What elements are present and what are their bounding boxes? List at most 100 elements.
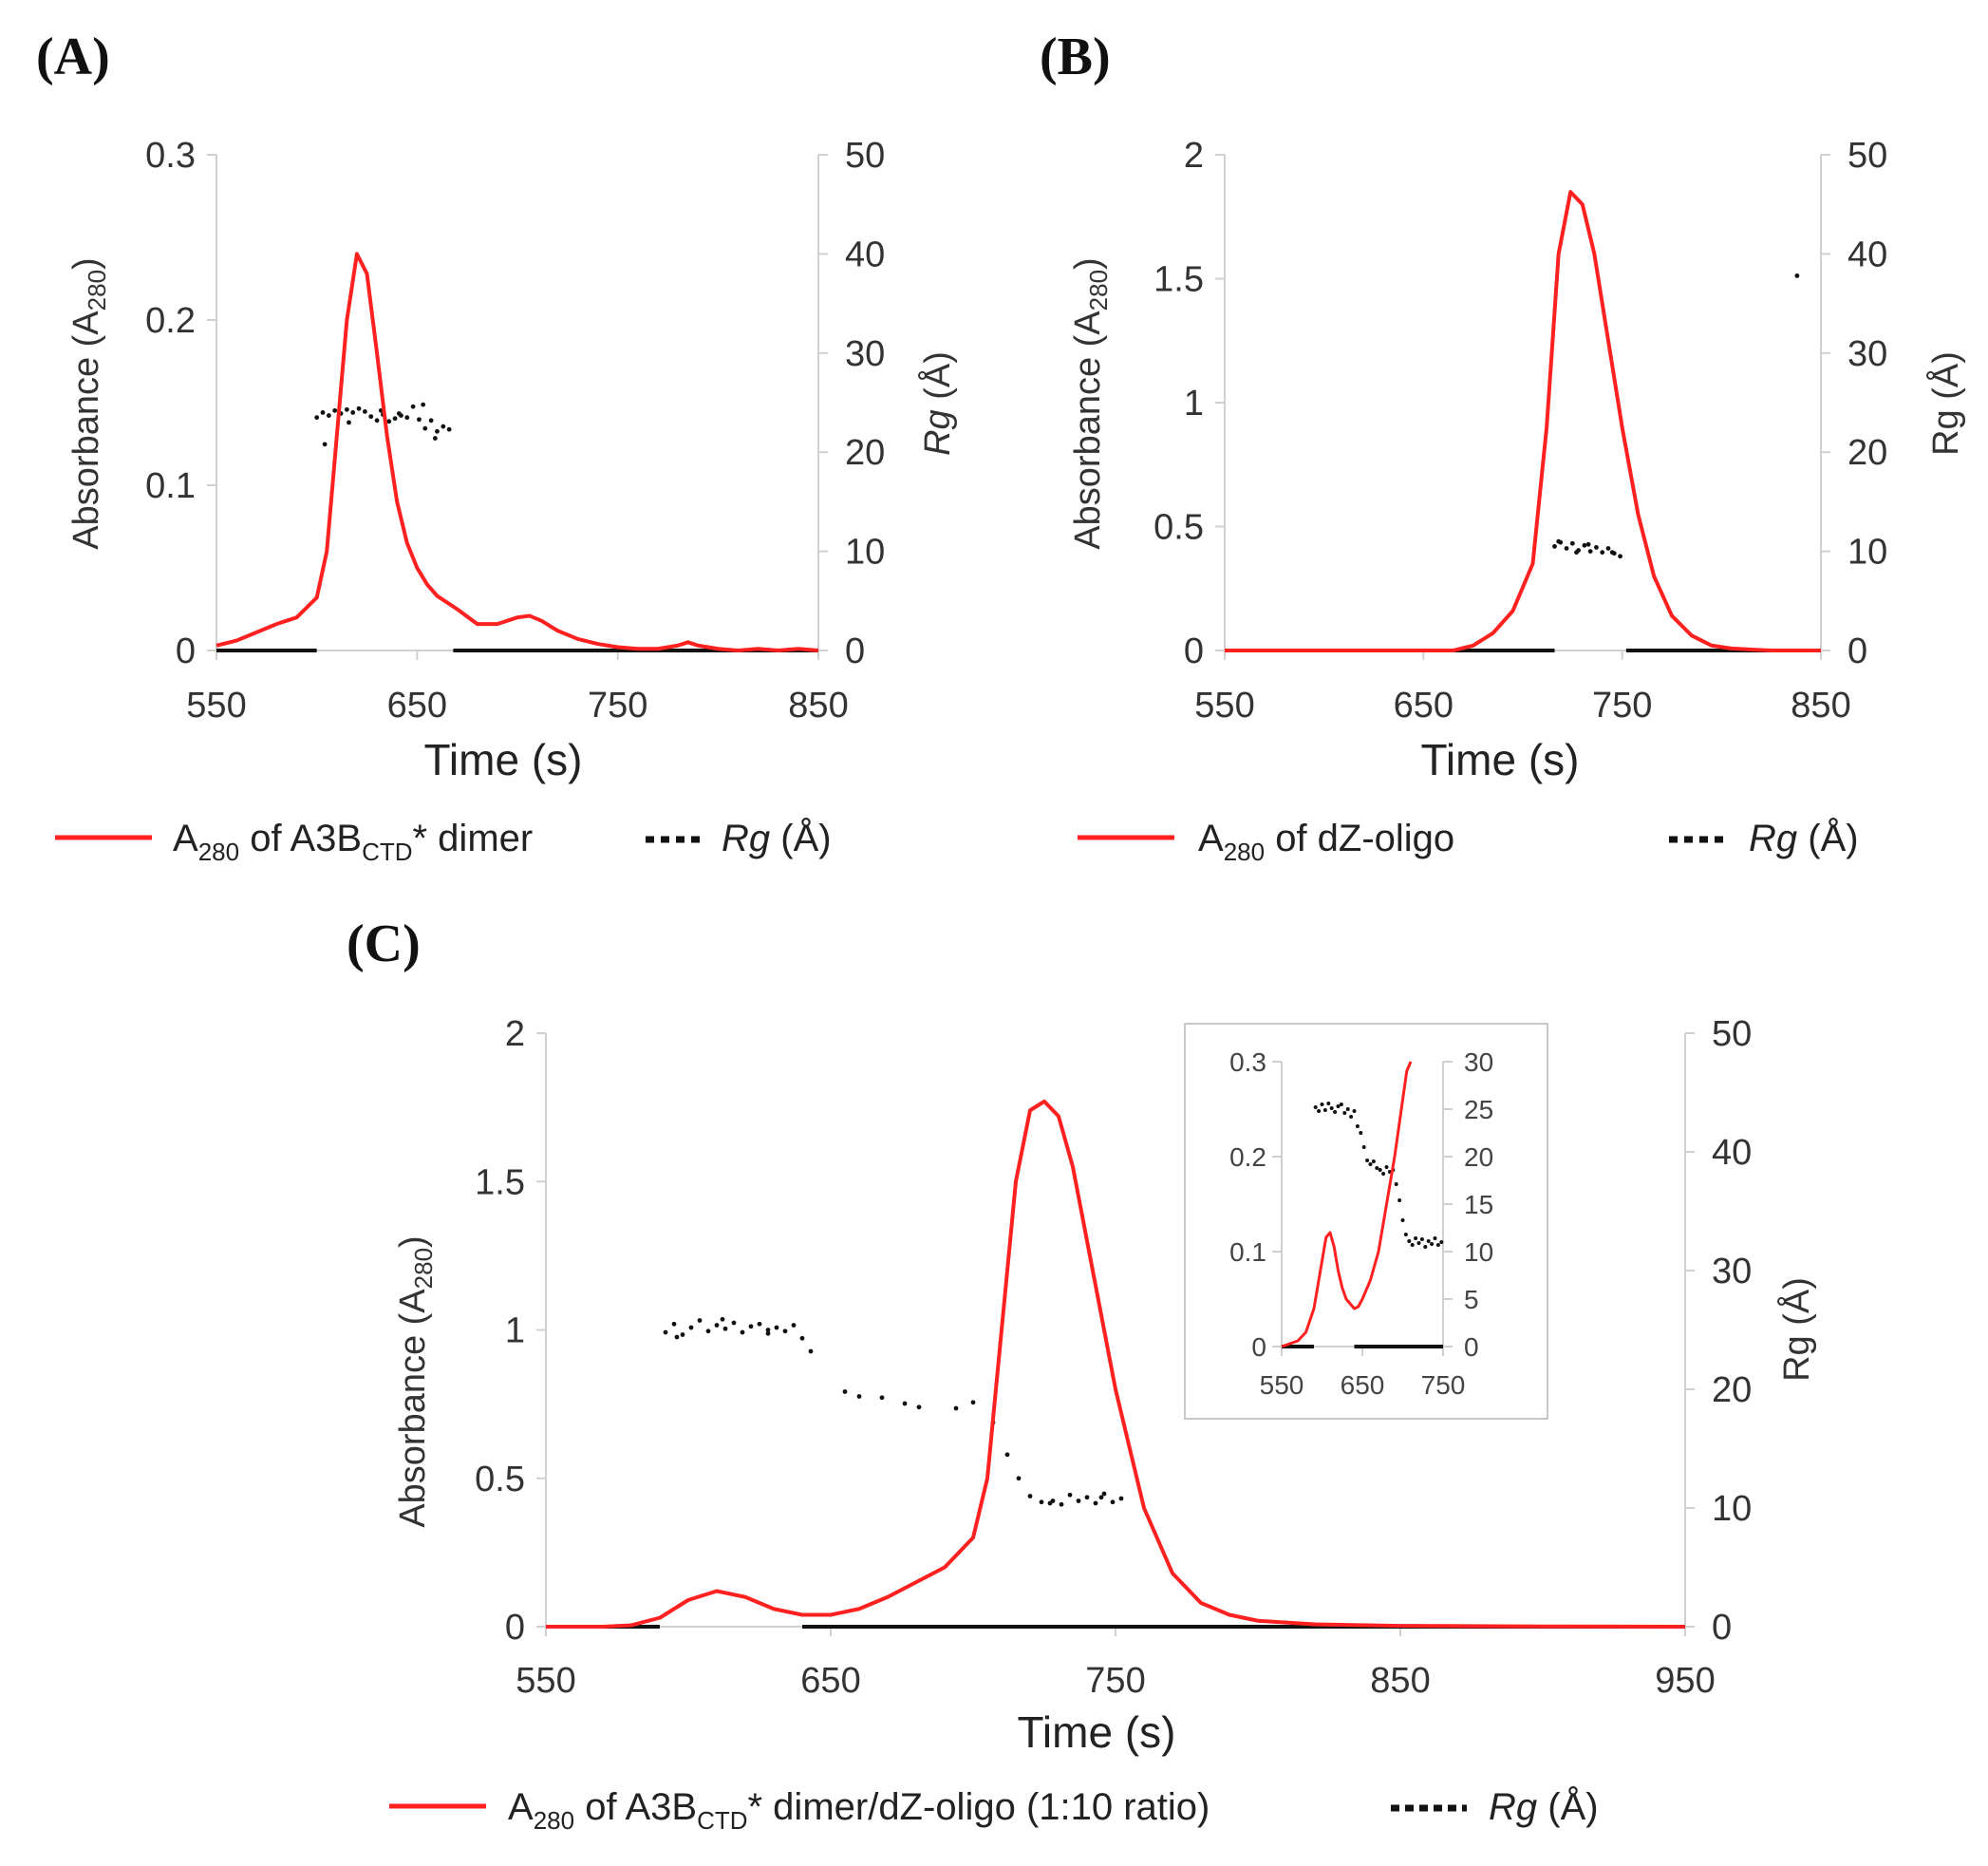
rg-point bbox=[344, 406, 349, 412]
y-tick-label: 0 bbox=[1251, 1332, 1266, 1362]
rg-point bbox=[1098, 1495, 1104, 1500]
x-tick-label: 650 bbox=[1341, 1370, 1385, 1400]
y-tick-label: 0.5 bbox=[1153, 508, 1204, 548]
rg-point bbox=[1552, 543, 1557, 549]
rg-point bbox=[720, 1316, 725, 1322]
rg-point bbox=[1569, 540, 1575, 546]
y2-tick-label: 40 bbox=[845, 235, 885, 274]
y-tick-label: 0.1 bbox=[1229, 1237, 1266, 1267]
panel-c-y2-title: Rg (Å) bbox=[1775, 1277, 1817, 1382]
y-tick-label: 1.5 bbox=[475, 1162, 525, 1202]
rg-point bbox=[1403, 1233, 1408, 1236]
rg-point bbox=[1426, 1239, 1431, 1243]
rg-point bbox=[1076, 1498, 1081, 1503]
rg-point bbox=[1582, 542, 1587, 548]
x-tick-label: 650 bbox=[800, 1661, 860, 1701]
y2-tick-label: 0 bbox=[1847, 631, 1867, 671]
y2-tick-label: 10 bbox=[845, 533, 885, 573]
x-tick-label: 750 bbox=[1592, 686, 1652, 726]
rg-point bbox=[1368, 1162, 1373, 1166]
rg-point bbox=[1594, 545, 1599, 550]
rg-point bbox=[1381, 1172, 1386, 1176]
rg-point bbox=[432, 436, 438, 441]
rg-point bbox=[1004, 1452, 1010, 1458]
x-tick-label: 950 bbox=[1655, 1661, 1715, 1701]
rg-point bbox=[1397, 1198, 1402, 1202]
panel-a-axes: 0 0.1 0.2 0.3 0 10 20 30 40 50 550 650 750 850 bbox=[145, 136, 885, 726]
legend-label-rg: Rg (Å) bbox=[722, 817, 832, 859]
rg-point bbox=[446, 426, 452, 432]
legend-label-rg: Rg (Å) bbox=[1489, 1785, 1599, 1828]
panel-a-y-title: Absorbance (A280) bbox=[66, 257, 111, 549]
rg-point bbox=[1118, 1496, 1124, 1501]
rg-point bbox=[1609, 550, 1615, 556]
rg-point bbox=[1345, 1107, 1350, 1111]
y2-tick-label: 0 bbox=[1464, 1332, 1479, 1362]
rg-point bbox=[1605, 546, 1611, 551]
rg-point bbox=[774, 1325, 779, 1330]
rg-point bbox=[1564, 546, 1569, 551]
x-tick-label: 550 bbox=[186, 686, 246, 726]
y2-tick-label: 20 bbox=[1712, 1370, 1752, 1410]
rg-point bbox=[441, 424, 446, 429]
rg-point bbox=[1365, 1159, 1370, 1162]
rg-point bbox=[791, 1323, 797, 1328]
rg-point bbox=[1326, 1102, 1331, 1105]
y2-tick-label: 15 bbox=[1464, 1190, 1493, 1219]
rg-point bbox=[422, 425, 428, 431]
y2-tick-label: 50 bbox=[1712, 1014, 1752, 1054]
y2-tick-label: 30 bbox=[1464, 1047, 1493, 1077]
y2-tick-label: 0 bbox=[845, 631, 865, 671]
rg-point bbox=[1556, 538, 1562, 544]
rg-point bbox=[356, 405, 362, 411]
rg-point bbox=[799, 1335, 805, 1341]
y-tick-label: 1.5 bbox=[1153, 260, 1204, 300]
rg-point bbox=[347, 420, 351, 425]
panel-c-x-title: Time (s) bbox=[1018, 1707, 1176, 1757]
x-tick-label: 550 bbox=[516, 1661, 575, 1701]
rg-point bbox=[1435, 1243, 1440, 1247]
rg-point bbox=[674, 1334, 680, 1340]
rg-point bbox=[748, 1324, 754, 1329]
y-tick-label: 0.1 bbox=[145, 466, 196, 506]
rg-point bbox=[392, 416, 398, 422]
rg-point bbox=[953, 1405, 959, 1411]
rg-point bbox=[1047, 1500, 1053, 1506]
rg-point bbox=[417, 417, 422, 423]
rg-point bbox=[697, 1318, 703, 1323]
inset-axes: 0 0.1 0.2 0.3 0 5 10 15 20 25 30 550 650 750 bbox=[1229, 1047, 1493, 1400]
panel-c-label: (C) bbox=[347, 914, 421, 973]
panel-a-absorbance-line bbox=[216, 252, 819, 652]
panel-c-inset: 0 0.1 0.2 0.3 0 5 10 15 20 25 30 550 650 750 bbox=[1184, 1023, 1548, 1420]
legend-label-rg: Rg (Å) bbox=[1749, 817, 1859, 859]
rg-point bbox=[320, 410, 326, 415]
rg-point bbox=[1329, 1106, 1334, 1110]
y2-tick-label: 25 bbox=[1464, 1095, 1493, 1124]
panel-c-y-title: Absorbance (A280) bbox=[393, 1235, 438, 1527]
rg-point bbox=[842, 1389, 848, 1394]
y2-tick-label: 20 bbox=[845, 433, 885, 473]
rg-point bbox=[1336, 1104, 1341, 1108]
y2-tick-label: 20 bbox=[1847, 433, 1887, 473]
y2-tick-label: 5 bbox=[1464, 1285, 1479, 1314]
rg-point bbox=[322, 442, 328, 447]
legend-label-absorbance: A280 of dZ-oligo bbox=[1198, 818, 1454, 866]
y-tick-label: 0 bbox=[176, 631, 196, 671]
rg-point bbox=[1355, 1124, 1360, 1128]
rg-point bbox=[1371, 1159, 1376, 1163]
rg-point bbox=[326, 413, 331, 418]
panel-a-legend: A280 of A3BCTD* dimer Rg (Å) bbox=[55, 817, 832, 866]
panel-a-y2-title: Rg (Å) bbox=[916, 351, 958, 456]
rg-point bbox=[1585, 541, 1591, 547]
y2-tick-label: 40 bbox=[1847, 235, 1887, 274]
rg-point bbox=[765, 1328, 771, 1332]
rg-point bbox=[1084, 1495, 1090, 1500]
y-tick-label: 0.2 bbox=[145, 301, 196, 341]
panel-a-x-title: Time (s) bbox=[424, 735, 583, 784]
x-tick-label: 550 bbox=[1194, 686, 1254, 726]
rg-point bbox=[1093, 1500, 1098, 1506]
rg-point bbox=[1320, 1103, 1324, 1106]
y2-tick-label: 10 bbox=[1847, 533, 1887, 573]
rg-point bbox=[879, 1395, 885, 1401]
